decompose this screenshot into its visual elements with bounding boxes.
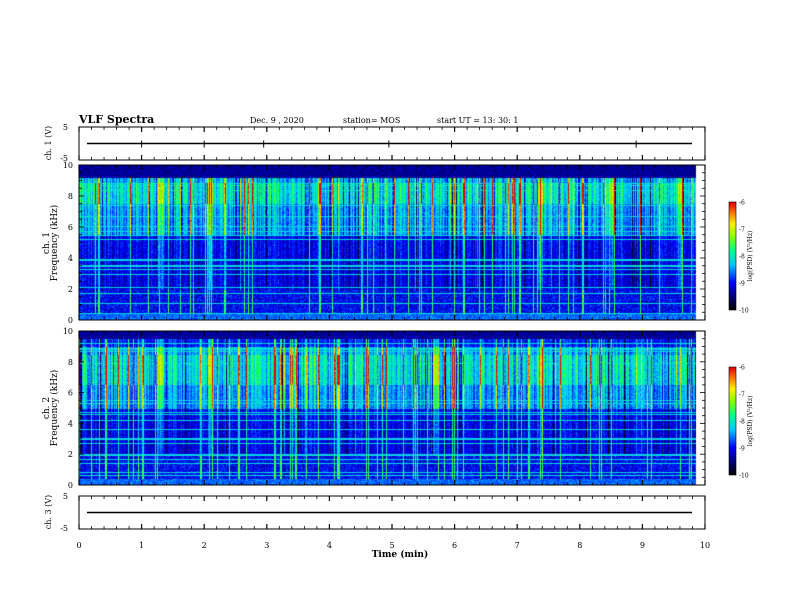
ch1-voltage-ticks [78,127,706,160]
ch1-voltage-spikes [141,140,637,148]
ch3-voltage-ticks [78,496,706,529]
frequency-tick-label: 2 [68,450,73,459]
frequency-tick-label: 10 [63,327,73,336]
ch1-frequency-ylabel: Frequency (kHz) [49,205,60,282]
ch2-colorbar: -6 -7 -8 -9 -10 log(PSD) (V²/Hz) [728,365,754,480]
ch2-frequency-tick-labels: 0 2 4 6 8 10 [63,327,73,490]
colorbar-tick-label: -7 [739,392,745,399]
ch3-voltage-ylabel: ch. 3 (V) [44,495,53,529]
time-axis-label: Time (min) [372,549,429,560]
colorbar-tick-label: -6 [739,365,745,372]
frequency-tick-label: 0 [68,316,73,325]
ch1-voltage-panel: 5 -5 ch. 1 (V) [44,123,706,163]
time-tick-label: 9 [640,541,645,550]
ch1-colorbar-frame [728,201,737,311]
colorbar-tick-label: -10 [739,308,749,315]
ch2-colorbar-tick-labels: -6 -7 -8 -9 -10 [739,365,749,480]
ch3-voltage-panel: 5 -5 ch. 3 (V) [44,492,706,533]
ch1-colorbar-gradient [729,202,736,310]
colorbar-tick-label: -8 [739,254,745,261]
frequency-tick-label: 8 [68,192,73,201]
time-tick-label: 10 [700,541,710,550]
frequency-tick-label: 4 [68,419,73,428]
ch1-ytick-top: 5 [63,123,68,132]
ch1-spectrogram-ticks [78,164,706,321]
time-tick-labels: 0 1 2 3 4 5 6 7 8 9 10 [76,541,710,550]
ch2-colorbar-frame [728,366,737,476]
time-tick-label: 1 [139,541,144,550]
frequency-tick-label: 6 [68,389,73,398]
time-tick-label: 7 [515,541,520,550]
frequency-tick-label: 2 [68,285,73,294]
ch1-channel-label: ch. 1 [42,232,52,254]
time-tick-label: 2 [202,541,207,550]
start-time-label: start UT = 13: 30: 1 [437,116,518,125]
ch2-frequency-ylabel: Frequency (kHz) [49,370,60,447]
time-tick-label: 0 [76,541,81,550]
frequency-tick-label: 10 [63,161,73,170]
ch2-colorbar-label: log(PSD) (V²/Hz) [747,396,754,447]
frequency-tick-label: 0 [68,481,73,490]
ch2-spectrogram-ticks [78,330,706,486]
ch2-colorbar-gradient [729,367,736,475]
ch2-spectrogram-image [79,331,705,485]
ch1-colorbar-label: log(PSD) (V²/Hz) [747,231,754,282]
ch1-spectrogram-panel: 0 2 4 6 8 10 ch. 1 Frequency (kHz) [42,161,706,325]
ch1-voltage-ylabel: ch. 1 (V) [44,126,53,160]
time-tick-label: 8 [577,541,582,550]
colorbar-tick-label: -7 [739,227,745,234]
time-tick-label: 3 [264,541,269,550]
ch3-ytick-top: 5 [63,492,68,501]
colorbar-tick-label: -8 [739,419,745,426]
frequency-tick-label: 4 [68,254,73,263]
ch2-channel-label: ch. 2 [42,397,52,419]
ch1-ytick-bottom: -5 [60,154,68,163]
station-label: station= MOS [343,116,400,125]
time-tick-label: 6 [452,541,457,550]
colorbar-tick-label: -6 [739,200,745,207]
colorbar-tick-label: -10 [739,473,749,480]
frequency-tick-label: 6 [68,223,73,232]
ch1-spectrogram-image [79,165,705,320]
ch1-colorbar-tick-labels: -6 -7 -8 -9 -10 [739,200,749,315]
time-tick-label: 4 [327,541,332,550]
ch2-spectrogram-panel: 0 2 4 6 8 10 ch. 2 Frequency (kHz) [42,327,706,490]
colorbar-tick-label: -9 [739,281,745,288]
figure-title: VLF Spectra [78,113,154,126]
frequency-tick-label: 8 [68,358,73,367]
time-tick-label: 5 [389,541,394,550]
ch1-frequency-tick-labels: 0 2 4 6 8 10 [63,161,73,325]
ch1-colorbar: -6 -7 -8 -9 -10 log(PSD) (V²/Hz) [728,200,754,315]
date-label: Dec. 9 , 2020 [250,116,304,125]
ch3-ytick-bottom: -5 [60,524,68,533]
colorbar-tick-label: -9 [739,446,745,453]
